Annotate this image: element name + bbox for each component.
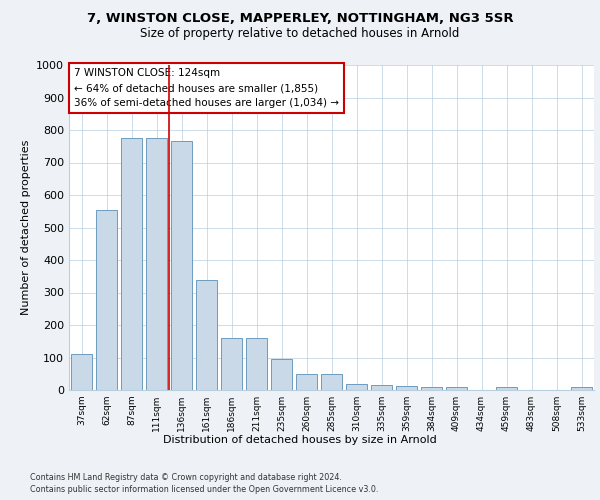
Bar: [396, 386, 417, 390]
Bar: [96, 210, 117, 390]
Text: Size of property relative to detached houses in Arnold: Size of property relative to detached ho…: [140, 28, 460, 40]
Text: Contains HM Land Registry data © Crown copyright and database right 2024.: Contains HM Land Registry data © Crown c…: [30, 472, 342, 482]
Bar: [421, 387, 442, 390]
Bar: [271, 359, 292, 390]
Bar: [321, 374, 342, 390]
Text: Distribution of detached houses by size in Arnold: Distribution of detached houses by size …: [163, 435, 437, 445]
Bar: [246, 338, 267, 390]
Bar: [496, 387, 517, 390]
Bar: [571, 387, 592, 390]
Bar: [121, 138, 142, 390]
Bar: [146, 138, 167, 390]
Y-axis label: Number of detached properties: Number of detached properties: [20, 140, 31, 315]
Bar: [196, 280, 217, 390]
Bar: [371, 385, 392, 390]
Bar: [446, 387, 467, 390]
Text: 7, WINSTON CLOSE, MAPPERLEY, NOTTINGHAM, NG3 5SR: 7, WINSTON CLOSE, MAPPERLEY, NOTTINGHAM,…: [86, 12, 514, 26]
Bar: [221, 338, 242, 390]
Bar: [71, 354, 92, 390]
Bar: [171, 142, 192, 390]
Bar: [296, 374, 317, 390]
Text: 7 WINSTON CLOSE: 124sqm
← 64% of detached houses are smaller (1,855)
36% of semi: 7 WINSTON CLOSE: 124sqm ← 64% of detache…: [74, 68, 339, 108]
Text: Contains public sector information licensed under the Open Government Licence v3: Contains public sector information licen…: [30, 485, 379, 494]
Bar: [346, 384, 367, 390]
